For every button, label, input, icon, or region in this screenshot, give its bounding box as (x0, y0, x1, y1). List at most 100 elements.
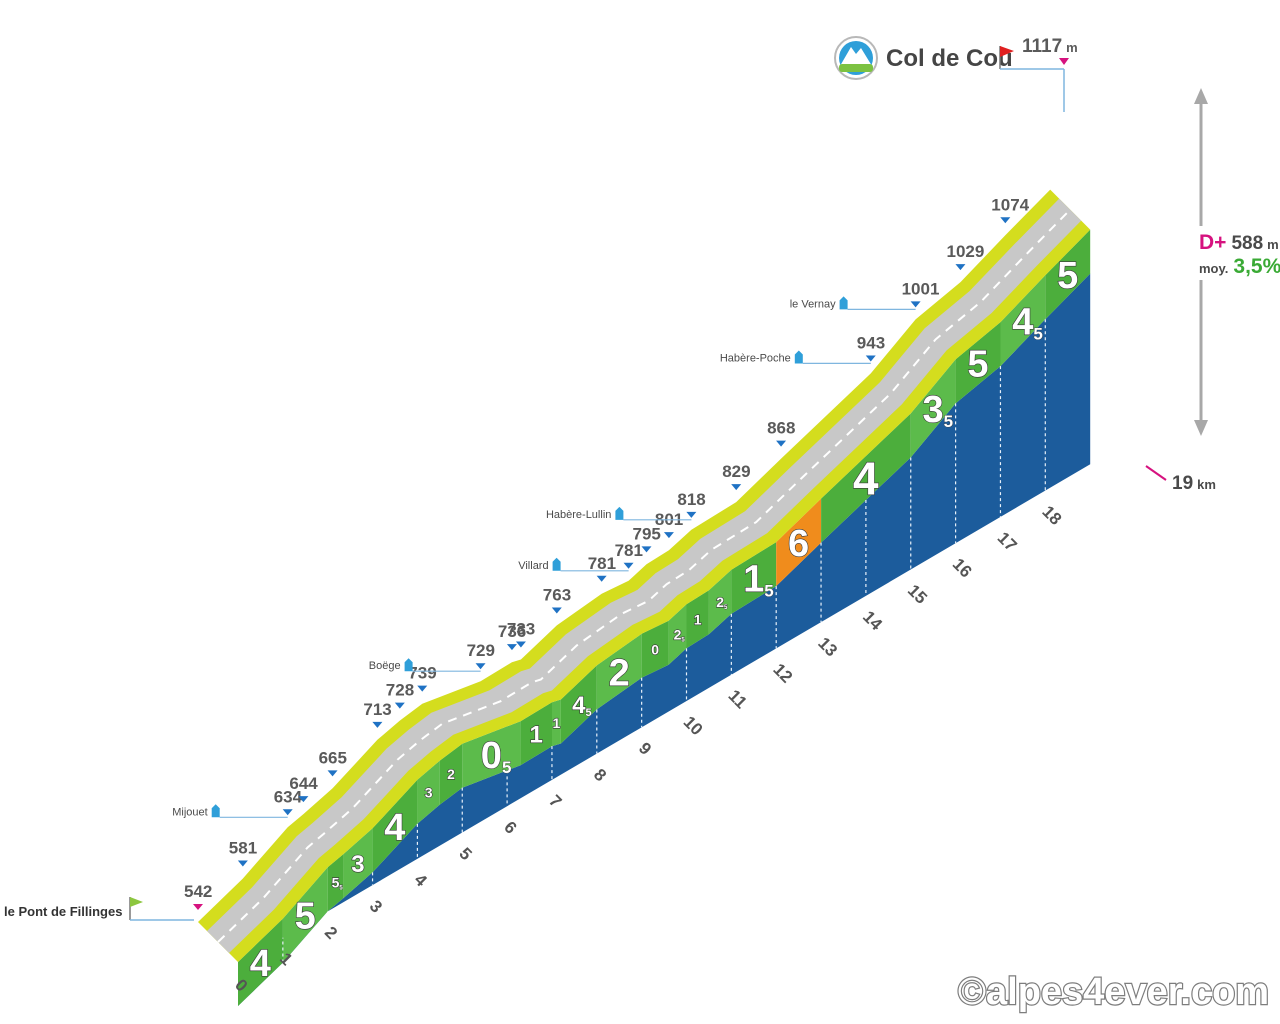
altitude-label: 634 (274, 787, 303, 806)
altitude-marker-icon (515, 641, 526, 648)
grade-label: 2 (609, 652, 630, 694)
altitude-marker-icon (193, 904, 203, 910)
km-tick-label: 2 (321, 923, 341, 943)
grade-segment-band (910, 359, 956, 458)
grade-label: 4 (853, 453, 879, 505)
grade-label: 3 (425, 784, 433, 800)
altitude-marker-icon (776, 440, 787, 447)
altitude-marker-icon (865, 355, 876, 362)
altitude-label: 729 (467, 641, 495, 660)
altitude-label: 728 (386, 681, 414, 700)
grade-label: 0 (651, 641, 659, 657)
altitude-marker-icon (475, 663, 486, 670)
grade-label: 4 (250, 943, 271, 985)
grade-label: 4 (384, 807, 405, 849)
altitude-label: 713 (363, 700, 391, 719)
altitude-marker-icon (1000, 217, 1011, 224)
km-tick-label: 3 (366, 896, 386, 916)
start-label: le Pont de Fillinges (4, 904, 122, 919)
km-tick-label: 11 (725, 686, 751, 712)
grade-label: 5 (295, 896, 316, 938)
grade-segment-band (552, 699, 561, 747)
grade-label: 5 (1057, 255, 1078, 297)
altitude-label: 781 (615, 541, 643, 560)
altitude-label: 644 (289, 774, 318, 793)
grade-segment-band (641, 620, 669, 678)
church-icon (839, 296, 848, 310)
grade-segment-band (238, 918, 283, 1006)
altitude-label: 763 (543, 585, 571, 604)
church-icon (615, 506, 624, 520)
km-tick-label: 12 (769, 660, 796, 687)
grade-segment-band (282, 867, 328, 963)
grade-label: 5 (967, 343, 988, 385)
altitude-marker-icon (417, 685, 428, 692)
km-tick-label: 16 (949, 555, 976, 582)
altitude-marker-icon (955, 264, 966, 271)
grade-segment-band (955, 322, 1001, 404)
grade-segment-band (372, 779, 418, 873)
summit-flag-icon (999, 46, 1014, 69)
elevation-gain: D+ 588 m (1199, 231, 1279, 254)
altitude-label: 781 (588, 554, 616, 573)
place-label: Habère-Lullin (546, 509, 611, 521)
grade-segment-band (343, 828, 373, 899)
grade-label: 2 (447, 766, 455, 782)
summit-name: Col de Cou (886, 45, 1013, 72)
elevation-arrow-up-icon (1194, 88, 1208, 104)
altitude-label: 1074 (991, 195, 1029, 214)
summit-marker-icon (1059, 58, 1069, 65)
altitude-marker-icon (641, 546, 652, 553)
church-icon (552, 557, 561, 571)
road-surface (198, 189, 1091, 963)
grade-segment-band (1000, 275, 1046, 367)
km-tick-label: 8 (590, 765, 610, 785)
altitude-marker-icon (394, 702, 405, 709)
elevation-arrow-down-icon (1194, 420, 1208, 436)
grade-segment-band (462, 721, 521, 788)
elevation-gain-panel: D+ 588 m moy. 3,5% (1188, 88, 1280, 436)
profile-top-road (198, 189, 1091, 963)
km-tick-label: 17 (994, 528, 1021, 555)
altitude-marker-icon (327, 770, 338, 777)
grade-segment-band (708, 569, 732, 635)
grade-label: 1 (694, 611, 702, 627)
km-tick-label: 6 (500, 818, 520, 838)
place-label: Villard (518, 560, 548, 572)
copyright-footer: ©alpes4ever.com (958, 971, 1269, 1013)
grade-segment-band (560, 665, 597, 744)
grade-segment-band (439, 743, 463, 805)
altitude-label: 542 (184, 882, 212, 901)
grade-segment-band (731, 542, 777, 614)
place-label: le Vernay (790, 298, 836, 310)
altitude-label: 1029 (947, 242, 985, 261)
grade-segment-band (327, 854, 344, 912)
profile-blue-side (238, 273, 1091, 1007)
altitude-label: 829 (722, 462, 750, 481)
road-lane (207, 198, 1082, 954)
km-tick-label: 14 (859, 607, 886, 634)
grade-segment-band (1045, 229, 1091, 320)
place-label: Boëge (369, 660, 401, 672)
km-tick-label: 9 (635, 739, 655, 759)
altitude-label: 868 (767, 419, 795, 438)
altitude-marker-icon (731, 484, 742, 491)
km-tick-label: 18 (1038, 502, 1065, 529)
profile-km-dashed-lines (282, 319, 1046, 963)
altitude-label: 665 (319, 748, 347, 767)
altitude-label: 1001 (902, 279, 940, 298)
grade-label: 6 (788, 523, 809, 565)
altitude-label: 733 (507, 620, 535, 639)
altitude-marker-icon (686, 511, 697, 518)
place-label: Habère-Poche (720, 352, 791, 364)
altitude-label: 739 (408, 664, 436, 683)
altitude-label: 818 (677, 490, 705, 509)
profile-altitude-labels: 542581634Mijouet644665713728739729Boëge7… (172, 195, 1030, 910)
grade-segment-band (776, 498, 822, 587)
altitude-label: 736 (498, 622, 526, 641)
altitude-marker-icon (372, 721, 383, 728)
grade-segment-band (821, 413, 911, 543)
altitude-label: 943 (857, 333, 885, 352)
